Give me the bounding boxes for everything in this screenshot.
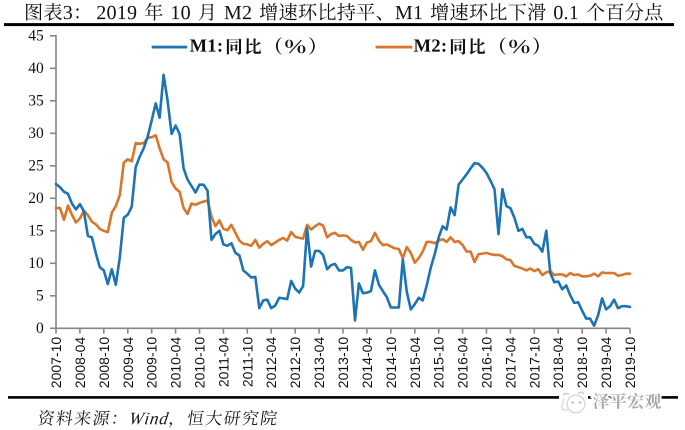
svg-text:2017-04: 2017-04: [502, 337, 518, 389]
svg-text:10: 10: [28, 255, 44, 272]
svg-text:2018-04: 2018-04: [550, 337, 566, 389]
svg-text:2012-04: 2012-04: [263, 337, 279, 389]
svg-text:2017-10: 2017-10: [526, 337, 542, 389]
svg-text:25: 25: [28, 158, 44, 175]
svg-text:2010-04: 2010-04: [168, 337, 184, 389]
svg-text:2014-04: 2014-04: [359, 337, 375, 389]
svg-text:2016-10: 2016-10: [479, 337, 495, 389]
svg-text:40: 40: [28, 60, 44, 77]
svg-text:2016-04: 2016-04: [455, 337, 471, 389]
svg-text:15: 15: [28, 223, 44, 240]
svg-text:2011-10: 2011-10: [239, 337, 255, 388]
svg-text:2014-10: 2014-10: [383, 337, 399, 389]
svg-text:2008-04: 2008-04: [72, 337, 88, 389]
svg-text:20: 20: [28, 190, 44, 207]
svg-text:2015-10: 2015-10: [431, 337, 447, 389]
svg-text:2008-10: 2008-10: [96, 337, 112, 389]
svg-text:35: 35: [28, 93, 44, 110]
svg-text:2019-04: 2019-04: [598, 337, 614, 389]
svg-text:2013-04: 2013-04: [311, 337, 327, 389]
svg-text:2018-10: 2018-10: [574, 337, 590, 389]
svg-text:2009-10: 2009-10: [144, 337, 160, 389]
svg-text:45: 45: [28, 28, 44, 45]
svg-text:5: 5: [36, 288, 44, 305]
svg-text:0: 0: [36, 320, 44, 337]
svg-text:2011-04: 2011-04: [215, 337, 231, 388]
svg-text:2007-10: 2007-10: [48, 337, 64, 389]
svg-text:2009-04: 2009-04: [120, 337, 136, 389]
svg-text:2019-10: 2019-10: [622, 337, 638, 389]
svg-text:2012-10: 2012-10: [287, 337, 303, 389]
svg-text:2015-04: 2015-04: [407, 337, 423, 389]
svg-text:2010-10: 2010-10: [192, 337, 208, 389]
svg-text:30: 30: [28, 125, 44, 142]
svg-text:2013-10: 2013-10: [335, 337, 351, 389]
